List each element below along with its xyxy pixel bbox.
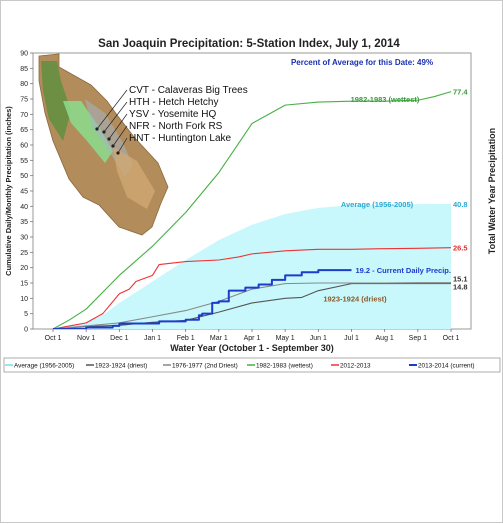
x-tick-label: Oct 1 [45, 335, 62, 342]
series-2013-2014-current-label: 19.2 - Current Daily Precip. [356, 266, 451, 275]
station-label-hth: HTH - Hetch Hetchy [129, 97, 218, 108]
x-tick-label: Mar 1 [210, 335, 228, 342]
california-map-image [38, 53, 169, 236]
x-tick-label: Dec 1 [110, 335, 128, 342]
x-tick-label: Aug 1 [376, 335, 394, 342]
y-tick-label: 45 [20, 189, 28, 196]
x-tick-label: Nov 1 [77, 335, 95, 342]
station-leader-hnt [117, 137, 128, 154]
legend-item-1982-1983-wettest: 1982-1983 (wettest) [256, 363, 313, 370]
y-tick-label: 65 [20, 127, 28, 134]
y-tick-label: 55 [20, 158, 28, 165]
chart-title: San Joaquin Precipitation: 5-Station Ind… [98, 38, 400, 50]
x-tick-label: May 1 [276, 335, 295, 342]
station-leader-cvt [96, 89, 128, 130]
x-tick-label: Jun 1 [310, 335, 327, 342]
x-tick-label: Oct 1 [443, 335, 460, 342]
y-tick-label: 0 [24, 327, 28, 334]
series-1982-1983-wettest-end-value: 77.4 [453, 88, 468, 97]
y-tick-label: 70 [20, 112, 28, 119]
station-label-hnt: HNT - Huntington Lake [129, 133, 232, 144]
series-1982-1983-wettest-line [52, 91, 452, 329]
y-tick-label: 15 [20, 281, 28, 288]
station-leader-nfr [112, 125, 128, 147]
series-2012-2013-line [52, 247, 452, 329]
y-tick-label: 75 [20, 97, 28, 104]
legend-item-2013-2014-current: 2013-2014 (current) [418, 363, 474, 370]
legend-item-2012-2013: 2012-2013 [340, 363, 371, 370]
series-1976-1977-2nd-driest-end-value: 15.1 [453, 275, 468, 284]
x-tick-label: Jan 1 [144, 335, 161, 342]
series-1923-1924-driest-end-value: 14.8 [453, 283, 468, 292]
x-tick-label: Apr 1 [244, 335, 261, 342]
series-2013-2014-current-line [53, 269, 352, 329]
percent-of-average-annotation: Percent of Average for this Date: 49% [291, 58, 433, 67]
series-1923-1924-driest-line [52, 283, 451, 329]
station-label-nfr: NFR - North Fork RS [129, 121, 223, 132]
station-label-cvt: CVT - Calaveras Big Trees [129, 85, 248, 96]
y-axis-right-title: Total Water Year Precipitation [487, 128, 497, 254]
x-tick-label: Feb 1 [177, 335, 195, 342]
x-tick-label: Jul 1 [344, 335, 359, 342]
series-average-1956-2005-label: Average (1956-2005) [341, 200, 414, 209]
y-tick-label: 80 [20, 81, 28, 88]
station-label-ysv: YSV - Yosemite HQ [129, 109, 216, 120]
legend-item-1923-1924-driest: 1923-1924 (driest) [95, 363, 147, 370]
y-tick-label: 85 [20, 66, 28, 73]
y-tick-label: 90 [20, 51, 28, 58]
y-axis-title: Cumulative Daily/Monthly Precipitation (… [4, 106, 13, 276]
x-tick-label: Sep 1 [409, 335, 427, 342]
legend-item-1976-1977-2nd-driest: 1976-1977 (2nd Driest) [172, 363, 238, 370]
y-tick-label: 35 [20, 219, 28, 226]
y-tick-label: 20 [20, 265, 28, 272]
legend-item-average-1956-2005: Average (1956-2005) [14, 363, 74, 370]
y-tick-label: 25 [20, 250, 28, 257]
y-tick-label: 10 [20, 296, 28, 303]
series-average-1956-2005-area [53, 203, 451, 329]
y-tick-label: 5 [24, 311, 28, 318]
series-1982-1983-wettest-label: 1982-1983 (wettest) [351, 95, 420, 104]
station-leader-hth [103, 101, 128, 133]
station-leader-ysv [108, 113, 128, 140]
x-axis-title: Water Year (October 1 - September 30) [170, 343, 334, 353]
y-tick-label: 60 [20, 143, 28, 150]
series-2012-2013-end-value: 26.5 [453, 244, 468, 253]
y-tick-label: 30 [20, 235, 28, 242]
y-tick-label: 40 [20, 204, 28, 211]
series-1923-1924-driest-label: 1923-1924 (driest) [323, 294, 387, 303]
y-tick-label: 50 [20, 173, 28, 180]
series-average-1956-2005-end-value: 40.8 [453, 200, 468, 209]
